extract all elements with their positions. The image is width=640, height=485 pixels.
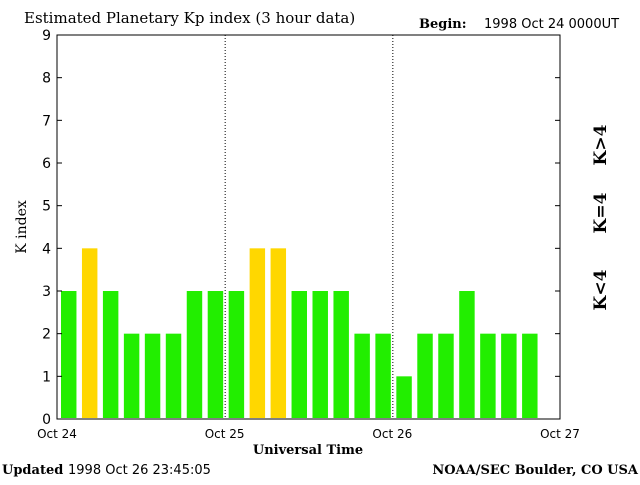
kp-bar bbox=[186, 291, 203, 418]
y-axis-ticks: 0 1 2 3 4 5 6 7 8 9 bbox=[42, 28, 560, 428]
kp-bar bbox=[270, 248, 287, 418]
kp-bar bbox=[61, 291, 77, 418]
y-tick-label: 6 bbox=[42, 156, 51, 172]
kp-bar bbox=[81, 248, 98, 418]
legend-k-below-4: K<4 bbox=[591, 269, 611, 310]
y-tick-label: 4 bbox=[42, 241, 51, 257]
kp-bar bbox=[480, 333, 496, 418]
y-tick-label: 1 bbox=[42, 369, 51, 385]
y-tick-label: 0 bbox=[42, 412, 51, 428]
kp-bar bbox=[144, 333, 161, 418]
day-separators bbox=[224, 35, 394, 419]
x-axis-ticks: Oct 24 Oct 25 Oct 26 Oct 27 bbox=[37, 427, 580, 441]
kp-bar bbox=[417, 333, 433, 418]
kp-bar bbox=[165, 333, 182, 418]
kp-bar bbox=[501, 333, 517, 418]
y-tick-label: 2 bbox=[42, 327, 51, 343]
kp-bar bbox=[228, 291, 245, 418]
chart-title: Estimated Planetary Kp index (3 hour dat… bbox=[24, 9, 355, 27]
x-axis-label: Universal Time bbox=[253, 443, 363, 458]
credit-text: NOAA/SEC Boulder, CO USA bbox=[432, 463, 639, 478]
kp-bar bbox=[312, 291, 328, 418]
updated-label: Updated bbox=[2, 463, 63, 478]
legend-k-equal-4: K=4 bbox=[591, 192, 611, 233]
kp-bar bbox=[522, 333, 538, 418]
kp-bar bbox=[375, 333, 391, 418]
plot-frame bbox=[56, 34, 561, 420]
kp-bar bbox=[249, 248, 266, 418]
kp-bar bbox=[438, 333, 454, 418]
y-tick-label: 8 bbox=[42, 71, 51, 87]
begin-label: Begin: bbox=[419, 17, 467, 32]
y-axis-label: K index bbox=[14, 200, 30, 254]
y-tick-label: 7 bbox=[42, 113, 51, 129]
kp-bar bbox=[207, 291, 224, 418]
kp-bar bbox=[396, 376, 412, 418]
begin-value: 1998 Oct 24 0000UT bbox=[484, 17, 619, 32]
x-tick-label: Oct 24 bbox=[37, 427, 77, 441]
kp-bar bbox=[354, 333, 370, 418]
x-tick-label: Oct 27 bbox=[540, 427, 580, 441]
kp-bar bbox=[291, 291, 307, 418]
kp-bar bbox=[102, 291, 119, 418]
kp-bar bbox=[459, 291, 475, 418]
legend-k-above-4: K>4 bbox=[591, 124, 611, 165]
x-tick-label: Oct 25 bbox=[205, 427, 245, 441]
y-tick-label: 9 bbox=[42, 28, 51, 44]
kp-bar bbox=[123, 333, 140, 418]
x-tick-label: Oct 26 bbox=[372, 427, 412, 441]
updated-value: 1998 Oct 26 23:45:05 bbox=[68, 463, 211, 478]
y-tick-label: 3 bbox=[42, 284, 51, 300]
y-tick-label: 5 bbox=[42, 199, 51, 215]
kp-bar bbox=[333, 291, 349, 418]
bar-series bbox=[61, 248, 538, 418]
